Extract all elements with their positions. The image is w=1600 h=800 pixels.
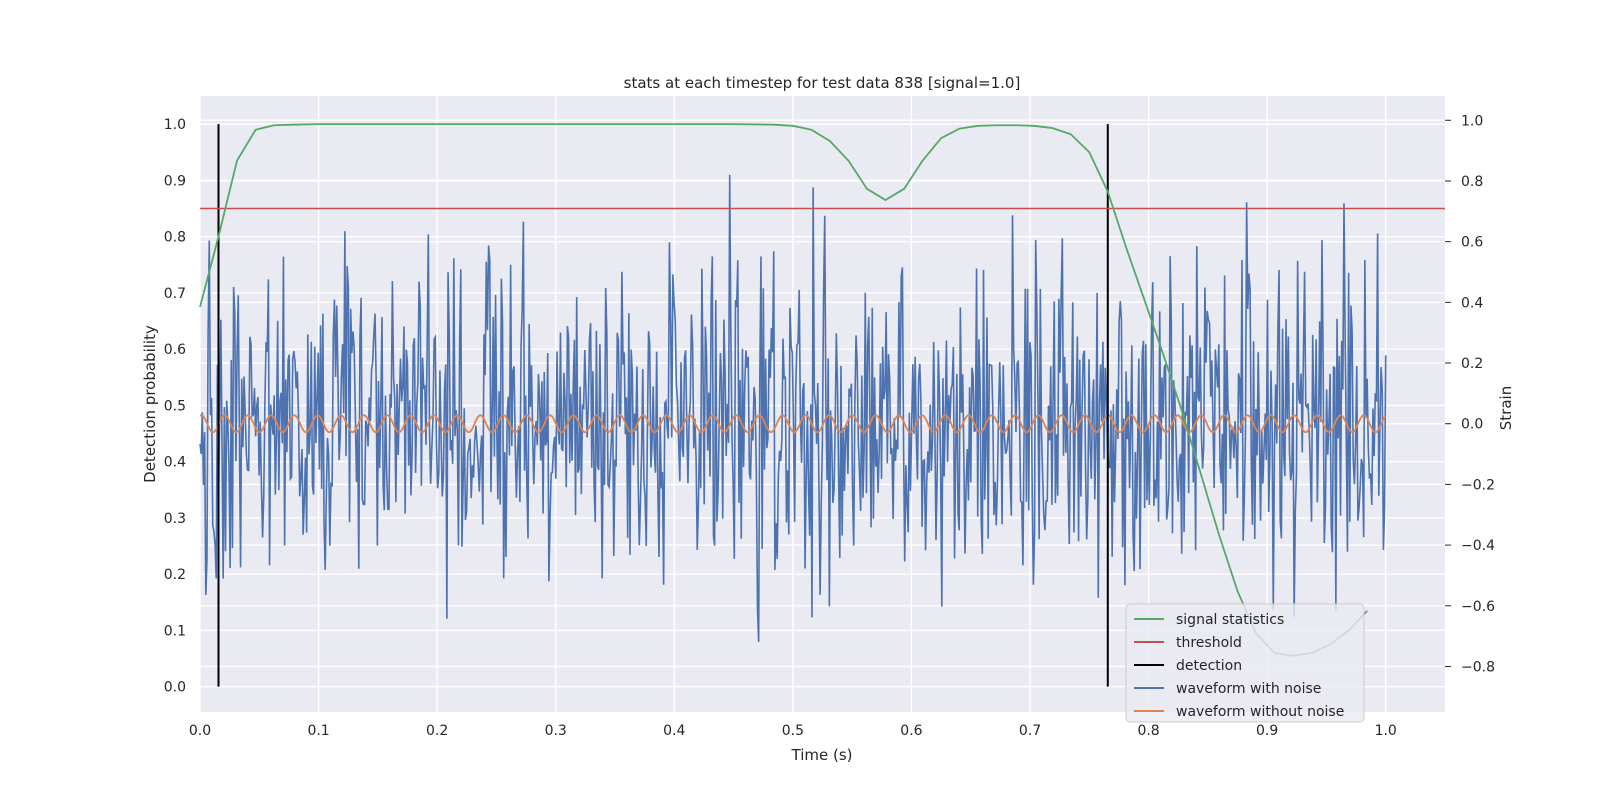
y2-tick-label: −0.8 <box>1461 659 1495 675</box>
y2-tick-label: 1.0 <box>1461 113 1483 129</box>
y2-tick-label: 0.6 <box>1461 235 1483 251</box>
y2-tick-label: −0.4 <box>1461 538 1495 554</box>
chart-title: stats at each timestep for test data 838… <box>624 74 1021 92</box>
y-tick-label: 0.9 <box>164 173 186 189</box>
y-tick-label: 0.2 <box>164 567 186 583</box>
y2-tick-label: −0.2 <box>1461 477 1495 493</box>
legend-label-waveform-with-noise: waveform with noise <box>1176 681 1321 697</box>
x-tick-label: 0.2 <box>426 723 448 739</box>
y-axis-label: Detection probability <box>141 325 159 483</box>
y-tick-label: 0.3 <box>164 511 186 527</box>
legend-box <box>1125 603 1365 723</box>
x-tick-label: 1.0 <box>1375 723 1397 739</box>
x-tick-label: 0.1 <box>307 723 329 739</box>
x-tick-label: 0.4 <box>663 723 685 739</box>
y2-tick-label: 0.0 <box>1461 417 1483 433</box>
ticks: 0.0 0.1 0.2 0.3 0.4 0.5 0.6 0.7 0.8 0.9 1.0 0.0 0.1 0… <box>164 113 1495 739</box>
y2-tick-label: −0.6 <box>1461 599 1495 615</box>
x-tick-label: 0.5 <box>782 723 804 739</box>
x-tick-label: 0.3 <box>545 723 567 739</box>
x-tick-label: 0.0 <box>189 723 211 739</box>
y-tick-label: 0.1 <box>164 623 186 639</box>
series-signal-statistics <box>199 123 1368 657</box>
y-tick-label: 0.6 <box>164 342 186 358</box>
y-tick-label: 0.0 <box>164 680 186 696</box>
x-tick-label: 0.6 <box>900 723 922 739</box>
legend-label-detection: detection <box>1176 658 1242 674</box>
y-tick-label: 0.4 <box>164 455 186 471</box>
legend: signal statistics threshold detection wavef… <box>1125 603 1365 723</box>
y2-tick-label: 0.4 <box>1461 295 1483 311</box>
y-tick-label: 0.8 <box>164 230 186 246</box>
y2-tick-label: 0.2 <box>1461 356 1483 372</box>
series-layer <box>199 123 1445 687</box>
legend-label-signal-statistics: signal statistics <box>1176 612 1284 628</box>
x-tick-label: 0.7 <box>1019 723 1041 739</box>
y2-axis-label: Strain <box>1497 386 1515 430</box>
y-tick-label: 1.0 <box>164 117 186 133</box>
y-tick-label: 0.7 <box>164 286 186 302</box>
x-axis-label: Time (s) <box>791 746 853 764</box>
x-tick-label: 0.9 <box>1256 723 1278 739</box>
legend-label-waveform-without-noise: waveform without noise <box>1176 704 1344 720</box>
x-tick-label: 0.8 <box>1137 723 1159 739</box>
y-tick-label: 0.5 <box>164 398 186 414</box>
legend-label-threshold: threshold <box>1176 635 1242 651</box>
y2-tick-label: 0.8 <box>1461 174 1483 190</box>
